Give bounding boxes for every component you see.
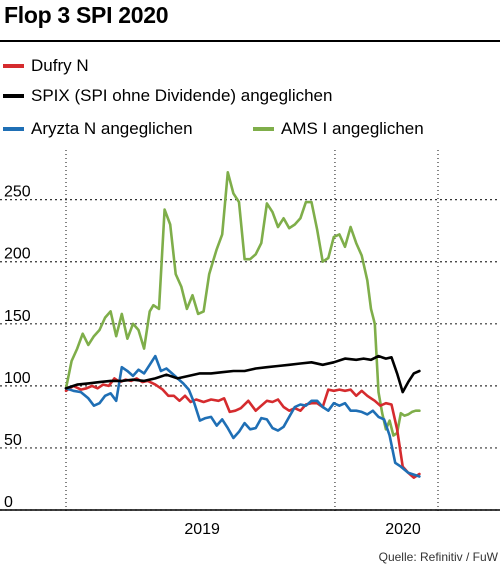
y-tick-label-200: 200 — [4, 246, 31, 263]
y-tick-label-0: 0 — [4, 494, 13, 511]
legend-item-spix: SPIX (SPI ohne Dividende) angeglichen — [3, 85, 332, 107]
x-tick-label-2020: 2020 — [385, 521, 421, 538]
series-line-aryzta — [64, 354, 421, 478]
x-tick-label-2019: 2019 — [184, 521, 220, 538]
y-tick-label-50: 50 — [4, 432, 22, 449]
legend-swatch-ams — [253, 127, 274, 131]
title-divider — [0, 40, 500, 42]
y-tick-label-250: 250 — [4, 184, 31, 201]
legend-item-aryzta: Aryzta N angeglichen — [3, 118, 193, 140]
y-tick-label-150: 150 — [4, 308, 31, 325]
legend-label-spix: SPIX (SPI ohne Dividende) angeglichen — [31, 86, 333, 105]
legend-label-ams: AMS I angeglichen — [281, 119, 424, 138]
chart-title: Flop 3 SPI 2020 — [4, 2, 169, 28]
legend-item-ams: AMS I angeglichen — [253, 118, 424, 140]
legend-swatch-spix — [3, 94, 24, 98]
y-tick-label-100: 100 — [4, 370, 31, 387]
source-note: Quelle: Refinitiv / FuW — [378, 550, 498, 564]
series-line-spix — [64, 354, 421, 394]
legend-swatch-aryzta — [3, 127, 24, 131]
legend-swatch-dufry — [3, 64, 24, 68]
legend-item-dufry: Dufry N — [3, 55, 89, 77]
legend-label-dufry: Dufry N — [31, 56, 89, 75]
legend-label-aryzta: Aryzta N angeglichen — [31, 119, 193, 138]
